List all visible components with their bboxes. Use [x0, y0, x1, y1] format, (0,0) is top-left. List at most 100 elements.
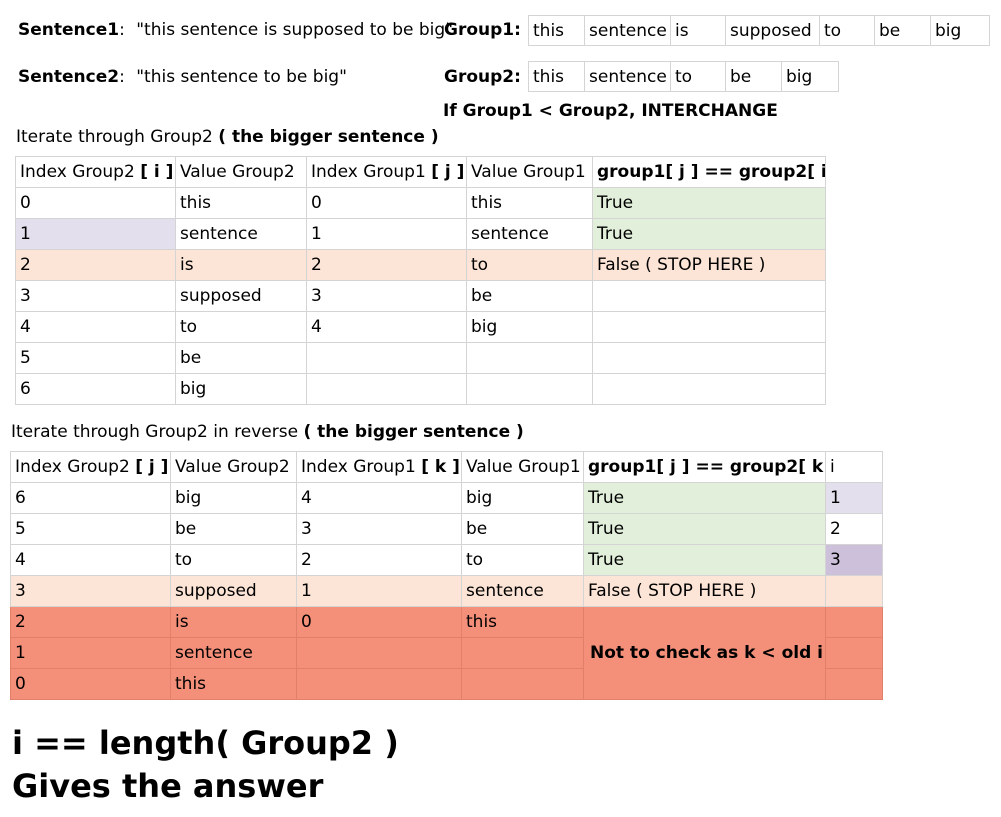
- cell-index-i: 2: [15, 249, 176, 281]
- cell-comparison: False ( STOP HERE ): [592, 249, 826, 281]
- header-value-group1: Value Group1: [461, 451, 584, 483]
- cell-index-i: 3: [15, 280, 176, 312]
- cell-index-k: 2: [296, 544, 462, 576]
- cell-index-j: 0: [10, 668, 171, 700]
- sentence2-line: Sentence2: "this sentence to be big": [18, 67, 347, 87]
- group2-word: big: [781, 61, 839, 92]
- cell-value-group1: to: [461, 544, 584, 576]
- skip-note: Not to check as k < old i: [583, 606, 826, 700]
- cell-value-group1: this: [466, 187, 593, 219]
- cell-comparison: True: [583, 513, 826, 545]
- cell-value-group2: is: [170, 606, 297, 638]
- header-index-group2: Index Group2 [ i ]: [15, 156, 176, 188]
- table-header-row: Index Group2 [ i ] Value Group2 Index Gr…: [15, 156, 826, 188]
- cell-value-group1: this: [461, 606, 584, 638]
- cell-value-group2: sentence: [170, 637, 297, 669]
- cell-index-i: 5: [15, 342, 176, 374]
- header-comparison: group1[ j ] == group2[ k ]: [583, 451, 826, 483]
- sentence1-line: Sentence1: "this sentence is supposed to…: [18, 20, 454, 40]
- group2-word: this: [528, 61, 585, 92]
- group1-word: to: [819, 15, 875, 46]
- cell-value-group1: to: [466, 249, 593, 281]
- cell-value-group1: sentence: [466, 218, 593, 250]
- conclusion-line-2: Gives the answer: [12, 767, 324, 805]
- cell-index-k: [296, 637, 462, 669]
- cell-i: [825, 668, 883, 700]
- header-value-group1: Value Group1: [466, 156, 593, 188]
- cell-value-group2: supposed: [175, 280, 307, 312]
- table-row: 4 to 2 to True 3: [10, 544, 883, 576]
- cell-index-i: 6: [15, 373, 176, 405]
- group2-word: be: [725, 61, 782, 92]
- cell-comparison: False ( STOP HERE ): [583, 575, 826, 607]
- cell-value-group2: big: [175, 373, 307, 405]
- table-row: 4 to 4 big: [15, 311, 826, 343]
- header-value-group2: Value Group2: [175, 156, 307, 188]
- cell-value-group2: sentence: [175, 218, 307, 250]
- cell-comparison: [592, 280, 826, 312]
- cell-value-group2: supposed: [170, 575, 297, 607]
- cell-index-i: 0: [15, 187, 176, 219]
- cell-index-k: 1: [296, 575, 462, 607]
- header-i: i: [825, 451, 883, 483]
- cell-value-group2: this: [175, 187, 307, 219]
- conclusion-line-1: i == length( Group2 ): [12, 724, 399, 762]
- header-index-group1: Index Group1 [ k ]: [296, 451, 462, 483]
- cell-value-group1: be: [466, 280, 593, 312]
- group2-words-table: this sentence to be big: [528, 61, 839, 92]
- header-value-group2: Value Group2: [170, 451, 297, 483]
- group2-label: Group2:: [444, 67, 521, 87]
- cell-i: 1: [825, 482, 883, 514]
- sentence2-label: Sentence2: [18, 67, 120, 87]
- table-row: 5 be: [15, 342, 826, 374]
- cell-comparison: True: [592, 218, 826, 250]
- cell-index-j: 1: [10, 637, 171, 669]
- cell-value-group1: big: [461, 482, 584, 514]
- cell-index-k: 0: [296, 606, 462, 638]
- table-row-stop: 2 is 2 to False ( STOP HERE ): [15, 249, 826, 281]
- group1-word: be: [874, 15, 931, 46]
- cell-comparison: [592, 311, 826, 343]
- cell-comparison: True: [583, 544, 826, 576]
- cell-index-i: 1: [15, 218, 176, 250]
- cell-index-j: 2: [306, 249, 467, 281]
- group1-word: sentence: [584, 15, 671, 46]
- cell-comparison: [592, 342, 826, 374]
- cell-index-j: 6: [10, 482, 171, 514]
- cell-value-group1: [461, 637, 584, 669]
- cell-comparison: [592, 373, 826, 405]
- reverse-iteration-table: Index Group2 [ j ] Value Group2 Index Gr…: [10, 451, 883, 700]
- table-row-skipped: 2 is 0 this Not to check as k < old i: [10, 606, 883, 700]
- cell-value-group2: big: [170, 482, 297, 514]
- cell-i: 3: [825, 544, 883, 576]
- cell-index-k: [296, 668, 462, 700]
- group1-word: big: [930, 15, 990, 46]
- table-row: 1 sentence 1 sentence True: [15, 218, 826, 250]
- table-row: 0 this 0 this True: [15, 187, 826, 219]
- section1-title: Iterate through Group2 ( the bigger sent…: [16, 127, 439, 147]
- cell-index-k: 3: [296, 513, 462, 545]
- group1-words-table: this sentence is supposed to be big: [528, 15, 990, 46]
- group1-word: is: [670, 15, 726, 46]
- cell-value-group2: to: [170, 544, 297, 576]
- cell-i: [825, 575, 883, 607]
- cell-index-j: 3: [306, 280, 467, 312]
- section1-title-plain: Iterate through Group2: [16, 127, 219, 147]
- cell-value-group2: is: [175, 249, 307, 281]
- header-index-group1: Index Group1 [ j ]: [306, 156, 467, 188]
- cell-value-group1: sentence: [461, 575, 584, 607]
- section2-title-plain: Iterate through Group2 in reverse: [11, 422, 304, 442]
- cell-value-group1: [461, 668, 584, 700]
- cell-value-group1: [466, 373, 593, 405]
- forward-iteration-table: Index Group2 [ i ] Value Group2 Index Gr…: [15, 156, 826, 405]
- cell-index-j: 2: [10, 606, 171, 638]
- cell-value-group2: this: [170, 668, 297, 700]
- header-comparison: group1[ j ] == group2[ i ]: [592, 156, 826, 188]
- cell-value-group2: to: [175, 311, 307, 343]
- group2-word: to: [670, 61, 726, 92]
- table-row: 6 big: [15, 373, 826, 405]
- cell-i: [825, 606, 883, 638]
- cell-index-j: 3: [10, 575, 171, 607]
- cell-index-j: 1: [306, 218, 467, 250]
- cell-value-group1: be: [461, 513, 584, 545]
